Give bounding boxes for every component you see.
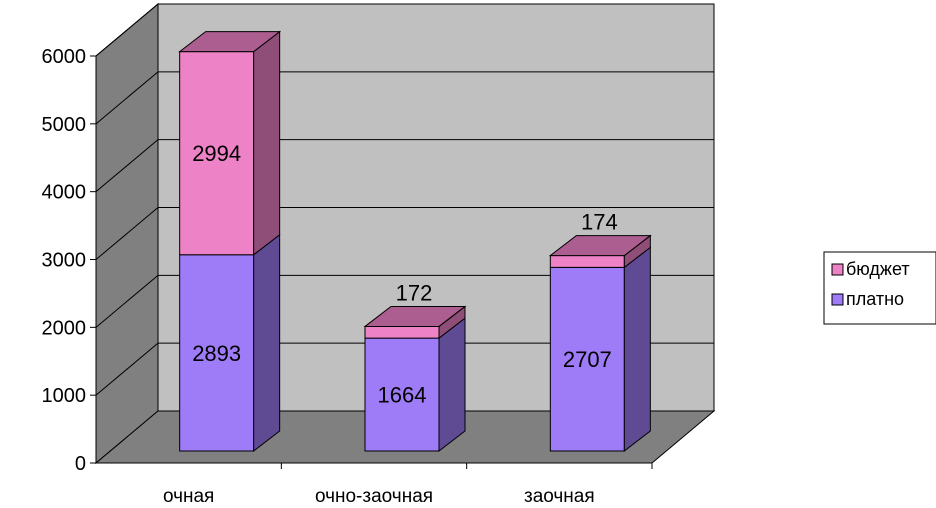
legend-swatch <box>831 293 844 306</box>
y-tick-label: 3000 <box>42 250 87 272</box>
axes: 0 1000 2000 3000 4000 5000 6000 очная очно-заочн… <box>42 46 653 507</box>
gridline-side <box>95 139 159 193</box>
data-label: 2994 <box>192 141 241 166</box>
data-label: 2893 <box>192 341 241 366</box>
data-label: 172 <box>396 280 433 305</box>
x-tick-label: очно-заочная <box>315 486 433 507</box>
legend: бюджет платно <box>823 251 936 325</box>
bar-side-платно-заочная <box>623 246 651 453</box>
bar-бюджет-очно-заочная <box>364 325 440 339</box>
bar-top-бюджет-очная <box>178 31 282 53</box>
gridline-side <box>95 71 159 125</box>
bar-top-бюджет-очно-заочная <box>363 305 467 327</box>
bar-бюджет-очная <box>179 51 255 256</box>
bar-бюджет-заочная <box>549 255 625 268</box>
y-tick-label: 0 <box>75 453 86 475</box>
x-tick-label: очная <box>163 486 214 507</box>
gridline-side <box>95 342 159 396</box>
bar-side-платно-очно-заочная <box>438 317 466 453</box>
bar-платно-заочная <box>549 266 625 452</box>
gridline-side <box>95 274 159 328</box>
y-tick-label: 6000 <box>42 46 87 68</box>
y-tick-label: 4000 <box>42 182 87 204</box>
y-tick-label: 1000 <box>42 385 87 407</box>
legend-label: платно <box>846 289 904 309</box>
x-tick-label: заочная <box>524 486 595 507</box>
data-label: 174 <box>581 210 618 235</box>
data-label: 2707 <box>563 347 612 372</box>
legend-label: бюджет <box>846 259 910 279</box>
bar-платно-очно-заочная <box>364 337 440 452</box>
legend-swatch <box>831 263 844 276</box>
bar-side-бюджет-очная <box>253 30 281 256</box>
data-labels: 2893 2994 1664 172 2707 174 <box>192 141 618 407</box>
gridline-side <box>95 3 159 57</box>
gridline-side <box>95 207 159 260</box>
bar-top-бюджет-заочная <box>548 235 652 257</box>
data-label: 1664 <box>378 383 427 408</box>
bar-side-платно-очная <box>253 233 281 453</box>
bars <box>178 30 652 453</box>
y-tick-label: 5000 <box>42 114 87 136</box>
bar-платно-очная <box>179 254 255 452</box>
y-tick-label: 2000 <box>42 317 87 339</box>
